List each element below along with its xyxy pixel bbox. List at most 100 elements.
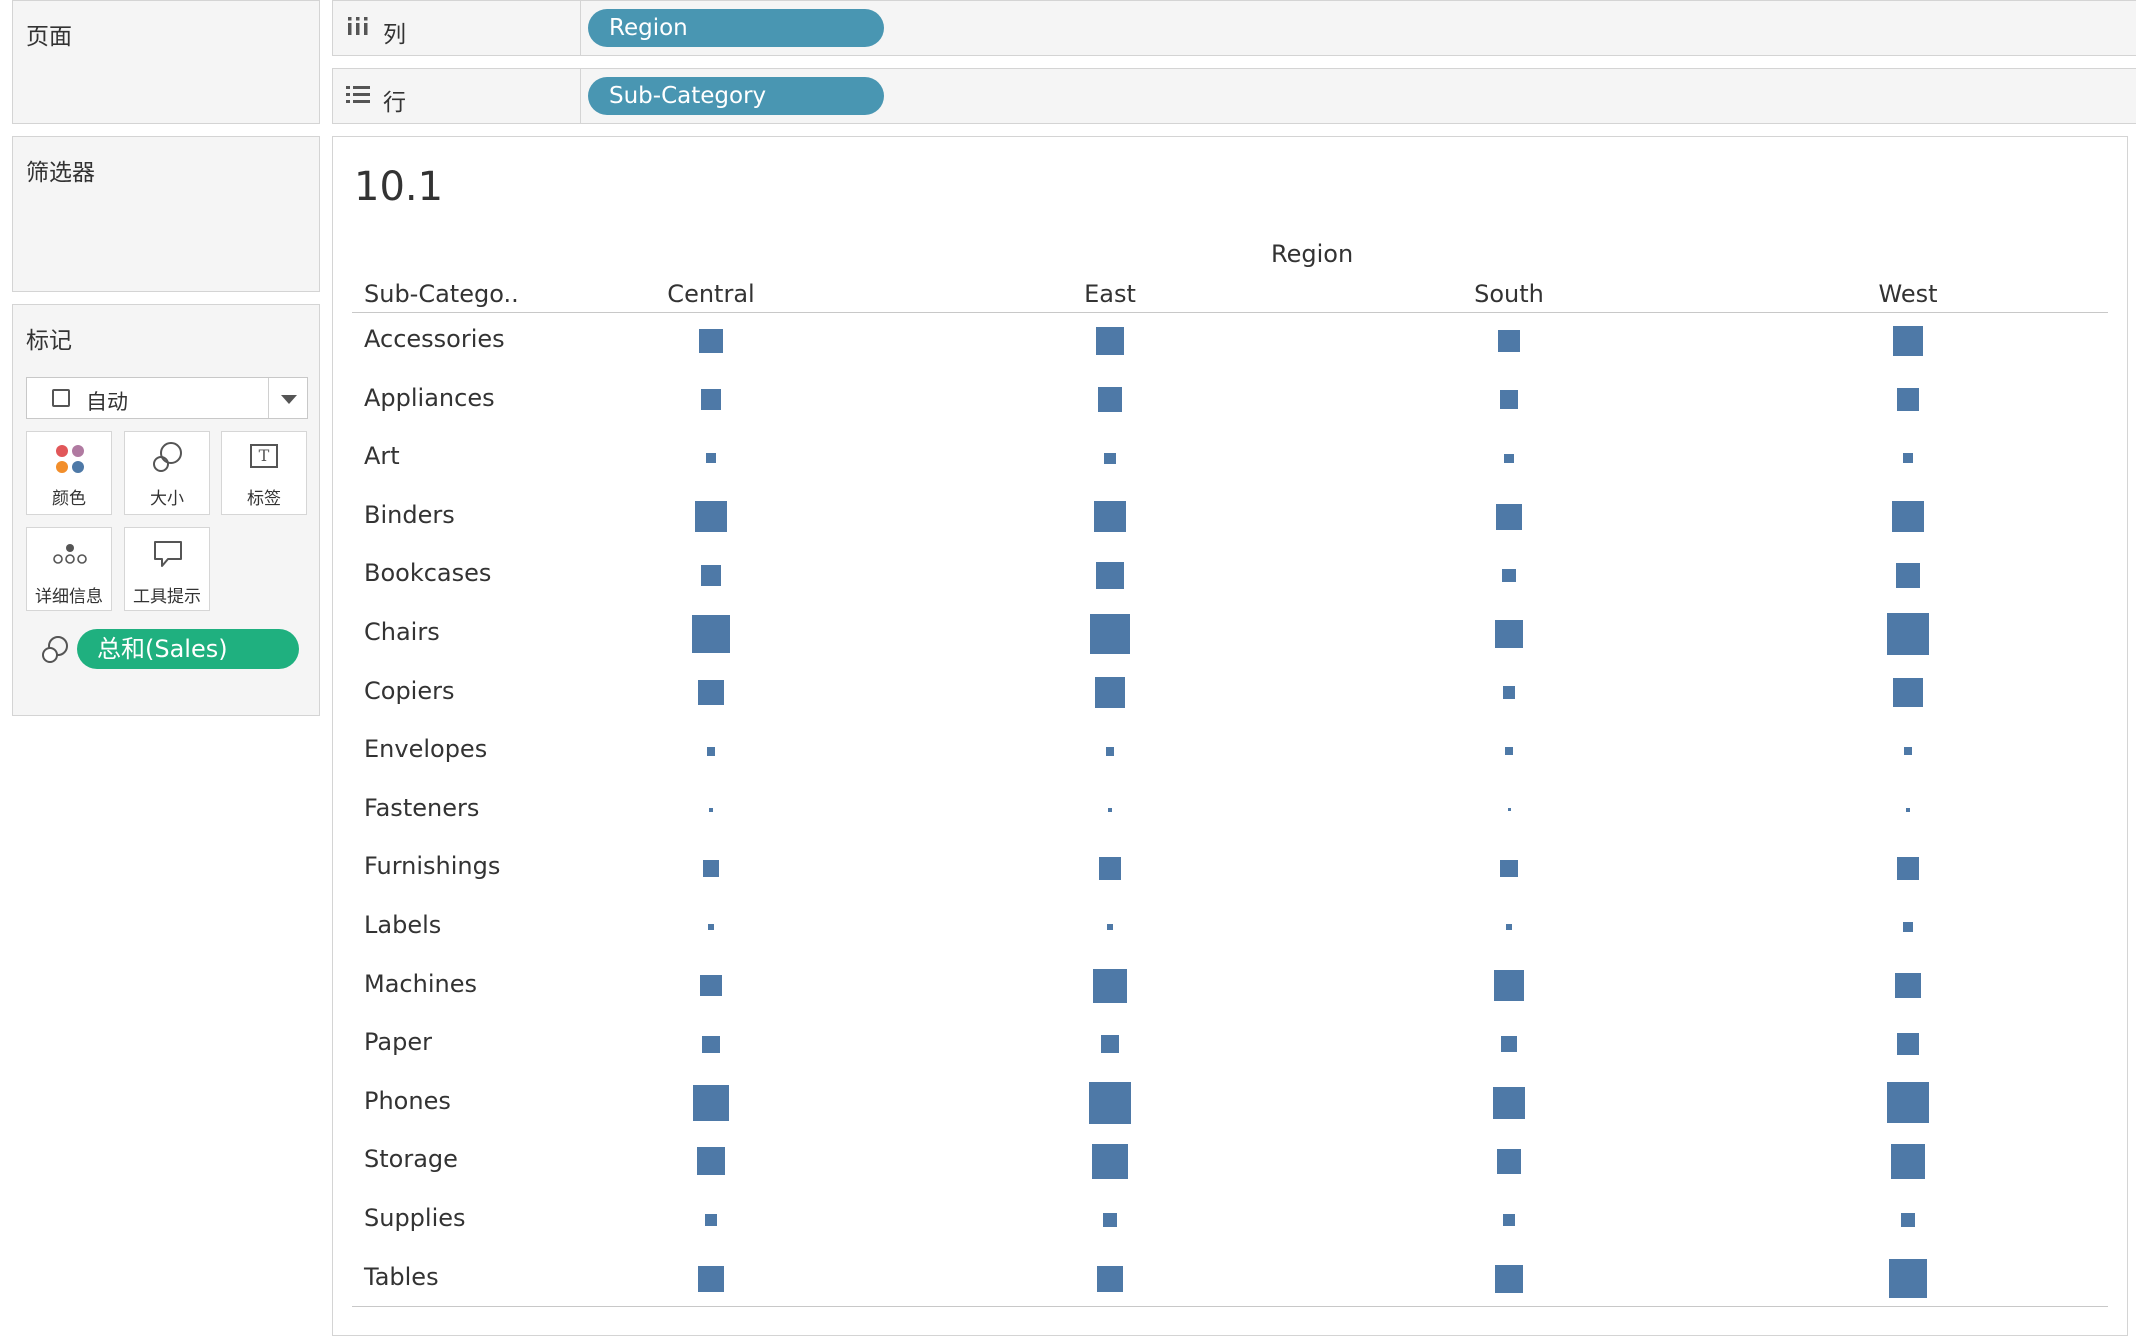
- square-mark[interactable]: [1108, 807, 1112, 812]
- square-mark[interactable]: [1901, 1213, 1915, 1227]
- square-mark[interactable]: [700, 389, 722, 410]
- row-label[interactable]: Art: [364, 442, 400, 471]
- square-mark[interactable]: [1105, 746, 1115, 756]
- square-mark[interactable]: [1896, 1033, 1919, 1056]
- row-label[interactable]: Machines: [364, 969, 477, 998]
- row-label[interactable]: Storage: [364, 1145, 458, 1174]
- square-mark[interactable]: [1097, 387, 1123, 412]
- square-mark[interactable]: [700, 565, 722, 586]
- row-label[interactable]: Furnishings: [364, 852, 501, 881]
- square-mark[interactable]: [705, 453, 716, 464]
- square-mark[interactable]: [1495, 620, 1523, 648]
- square-mark[interactable]: [1887, 1082, 1929, 1124]
- square-mark[interactable]: [698, 1265, 724, 1292]
- square-mark[interactable]: [1089, 1082, 1131, 1124]
- region-column-pill[interactable]: Region: [588, 9, 884, 47]
- square-mark[interactable]: [1902, 452, 1914, 464]
- view-canvas[interactable]: [332, 136, 2128, 1336]
- square-mark[interactable]: [1493, 1086, 1525, 1119]
- subcategory-row-pill[interactable]: Sub-Category: [588, 77, 884, 115]
- square-mark[interactable]: [1100, 1034, 1120, 1054]
- square-mark[interactable]: [1098, 857, 1122, 880]
- square-mark[interactable]: [1896, 388, 1920, 411]
- square-mark[interactable]: [698, 679, 724, 706]
- square-mark[interactable]: [1493, 970, 1525, 1001]
- label-button[interactable]: T 标签: [221, 431, 307, 515]
- square-mark[interactable]: [698, 328, 724, 354]
- row-label[interactable]: Paper: [364, 1028, 432, 1057]
- row-label[interactable]: Fasteners: [364, 793, 480, 822]
- pages-panel[interactable]: 页面: [12, 0, 320, 124]
- square-mark[interactable]: [1507, 808, 1511, 812]
- square-mark[interactable]: [1501, 1036, 1517, 1052]
- square-mark[interactable]: [1502, 568, 1516, 583]
- mark-type-dropdown[interactable]: 自动: [26, 377, 308, 419]
- square-mark[interactable]: [1102, 1212, 1118, 1228]
- square-mark[interactable]: [1505, 923, 1513, 931]
- row-label[interactable]: Copiers: [364, 676, 455, 705]
- square-mark[interactable]: [1887, 613, 1929, 655]
- columns-shelf[interactable]: 列 Region: [332, 0, 2136, 56]
- square-mark[interactable]: [1496, 1149, 1522, 1174]
- sales-field-pill[interactable]: 总和(Sales): [77, 629, 299, 669]
- square-mark[interactable]: [1502, 686, 1516, 699]
- square-mark[interactable]: [1089, 613, 1131, 655]
- square-mark[interactable]: [691, 614, 731, 654]
- square-mark[interactable]: [1500, 859, 1518, 877]
- square-mark[interactable]: [1888, 1259, 1928, 1298]
- row-label[interactable]: Accessories: [364, 325, 505, 353]
- square-mark[interactable]: [1906, 807, 1910, 812]
- square-mark[interactable]: [1094, 677, 1126, 708]
- square-mark[interactable]: [1893, 678, 1923, 708]
- square-mark[interactable]: [1499, 390, 1519, 409]
- square-mark[interactable]: [705, 1214, 717, 1226]
- square-mark[interactable]: [700, 974, 722, 997]
- row-label[interactable]: Envelopes: [364, 735, 488, 764]
- square-mark[interactable]: [1503, 1214, 1515, 1226]
- size-button[interactable]: 大小: [124, 431, 210, 515]
- square-mark[interactable]: [1903, 922, 1913, 932]
- square-mark[interactable]: [1504, 453, 1514, 463]
- tooltip-button[interactable]: 工具提示: [124, 527, 210, 611]
- detail-button[interactable]: 详细信息: [26, 527, 112, 611]
- square-mark[interactable]: [1104, 452, 1116, 464]
- square-mark[interactable]: [1495, 1264, 1523, 1293]
- filters-panel[interactable]: 筛选器: [12, 136, 320, 292]
- row-label[interactable]: Phones: [364, 1086, 451, 1115]
- rows-shelf[interactable]: 行 Sub-Category: [332, 68, 2136, 124]
- square-mark[interactable]: [706, 746, 716, 756]
- square-mark[interactable]: [1892, 325, 1924, 357]
- square-mark[interactable]: [1895, 972, 1921, 999]
- square-mark[interactable]: [702, 1035, 720, 1053]
- square-mark[interactable]: [707, 923, 715, 931]
- square-mark[interactable]: [1092, 1143, 1128, 1180]
- row-label[interactable]: Supplies: [364, 1204, 466, 1232]
- square-mark[interactable]: [1096, 561, 1124, 590]
- square-mark[interactable]: [1896, 857, 1920, 880]
- square-mark[interactable]: [709, 807, 713, 812]
- color-button[interactable]: 颜色: [26, 431, 112, 515]
- square-mark[interactable]: [1106, 923, 1114, 931]
- square-mark[interactable]: [693, 1085, 729, 1121]
- square-mark[interactable]: [1097, 1265, 1123, 1292]
- row-label[interactable]: Labels: [364, 911, 442, 939]
- row-label[interactable]: Chairs: [364, 618, 440, 646]
- subcategory-header[interactable]: Sub-Catego..: [364, 280, 519, 308]
- square-mark[interactable]: [695, 501, 727, 533]
- square-mark[interactable]: [702, 860, 720, 877]
- square-mark[interactable]: [697, 1147, 725, 1176]
- row-label[interactable]: Bookcases: [364, 559, 492, 588]
- square-mark[interactable]: [1890, 1144, 1926, 1179]
- square-mark[interactable]: [1498, 330, 1520, 352]
- square-mark[interactable]: [1096, 327, 1124, 355]
- square-mark[interactable]: [1892, 501, 1924, 533]
- row-label[interactable]: Binders: [364, 500, 455, 529]
- row-label[interactable]: Appliances: [364, 383, 495, 412]
- square-mark[interactable]: [1496, 503, 1522, 530]
- square-mark[interactable]: [1092, 968, 1127, 1003]
- square-mark[interactable]: [1505, 747, 1513, 756]
- square-mark[interactable]: [1895, 562, 1921, 588]
- square-mark[interactable]: [1903, 746, 1913, 756]
- square-mark[interactable]: [1094, 501, 1126, 533]
- row-label[interactable]: Tables: [364, 1262, 439, 1291]
